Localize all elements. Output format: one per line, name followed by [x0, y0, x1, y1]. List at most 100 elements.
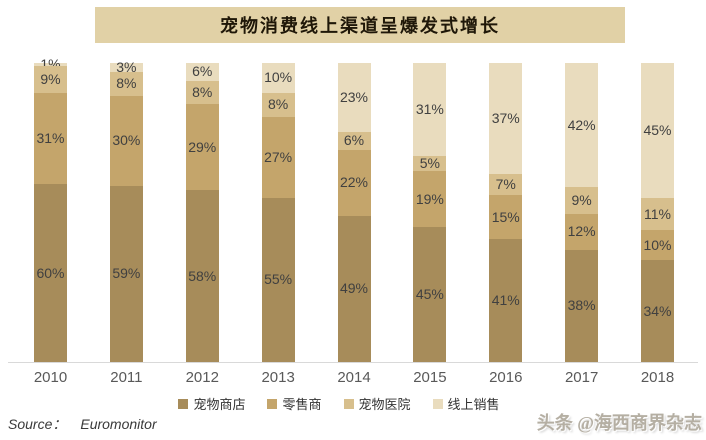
x-axis-label-2014: 2014 — [337, 369, 371, 386]
segment-宠物医院-2010: 9% — [34, 65, 67, 93]
x-axis-label-2013: 2013 — [261, 369, 295, 386]
segment-宠物商店-2018: 34% — [641, 260, 674, 362]
segment-value-label: 6% — [192, 63, 213, 80]
legend-item-宠物医院: 宠物医院 — [343, 394, 411, 413]
segment-宠物商店-2011: 59% — [109, 185, 143, 362]
legend-label: 线上销售 — [447, 397, 500, 412]
segment-线上销售-2014: 23% — [337, 63, 371, 132]
segment-零售商-2014: 22% — [337, 149, 371, 216]
segment-value-label: 42% — [567, 116, 596, 133]
x-axis-labels: 2010 2011 2012 2013 2014 2015 2016 2017 2018 — [34, 369, 674, 386]
legend-item-线上销售: 线上销售 — [432, 394, 500, 413]
chart-title-banner: 宠物消费线上渠道呈爆发式增长 — [95, 7, 625, 43]
segment-value-label: 19% — [415, 190, 444, 207]
segment-宠物医院-2016: 7% — [489, 173, 523, 195]
segment-value-label: 37% — [491, 109, 520, 126]
segment-value-label: 41% — [491, 292, 520, 309]
segment-value-label: 60% — [36, 264, 65, 281]
segment-value-label: 45% — [643, 121, 672, 138]
segment-宠物医院-2018: 11% — [641, 197, 674, 231]
segment-value-label: 9% — [571, 192, 592, 209]
segment-宠物医院-2015: 5% — [413, 154, 447, 171]
segment-线上销售-2011: 3% — [109, 59, 143, 76]
bar-2014: 49% 22% 6% 23% — [337, 63, 371, 362]
segment-value-label: 15% — [491, 208, 520, 225]
legend-swatch-icon — [178, 398, 189, 409]
legend-item-宠物商店: 宠物商店 — [178, 394, 245, 413]
segment-宠物商店-2016: 41% — [489, 239, 523, 362]
segment-零售商-2017: 12% — [565, 214, 599, 250]
bar-2018: 34% 10% 11% 45% — [641, 63, 674, 362]
x-axis-label-2010: 2010 — [33, 369, 68, 386]
segment-value-label: 7% — [495, 175, 516, 192]
segment-宠物商店-2017: 38% — [565, 249, 599, 362]
segment-宠物医院-2013: 8% — [261, 92, 295, 117]
legend-swatch-icon — [432, 398, 443, 409]
segment-线上销售-2016: 37% — [489, 63, 523, 174]
segment-宠物商店-2012: 58% — [185, 190, 219, 362]
segment-value-label: 6% — [343, 132, 365, 149]
legend-swatch-icon — [267, 398, 278, 409]
legend-swatch-icon — [343, 398, 354, 409]
chart-title: 宠物消费线上渠道呈爆发式增长 — [220, 16, 500, 36]
legend-item-零售商: 零售商 — [267, 394, 322, 413]
source-note: Source： Euromonitor — [8, 414, 157, 434]
legend-label: 宠物医院 — [358, 397, 411, 412]
segment-value-label: 9% — [40, 70, 61, 87]
segment-线上销售-2018: 45% — [641, 63, 674, 198]
x-axis-label-2015: 2015 — [413, 369, 447, 386]
bar-2013: 55% 27% 8% 10% — [261, 63, 295, 362]
segment-value-label: 49% — [339, 280, 369, 297]
segment-宠物医院-2014: 6% — [337, 131, 371, 150]
segment-value-label: 38% — [567, 297, 596, 314]
bar-2016: 41% 15% 7% 37% — [489, 63, 523, 362]
segment-value-label: 8% — [268, 96, 289, 113]
bar-2012: 58% 29% 8% 6% — [185, 63, 219, 362]
x-axis-label-2016: 2016 — [489, 369, 523, 386]
segment-value-label: 12% — [567, 223, 596, 240]
segment-宠物商店-2013: 55% — [261, 197, 295, 362]
segment-线上销售-2012: 6% — [185, 63, 219, 81]
x-axis-label-2018: 2018 — [640, 369, 675, 386]
segment-零售商-2011: 30% — [109, 95, 143, 186]
bar-2011: 59% 30% 8% 3% — [109, 59, 143, 362]
bar-2017: 38% 12% 9% 42% — [565, 63, 599, 362]
legend-label: 零售商 — [282, 397, 322, 412]
segment-零售商-2010: 31% — [34, 92, 67, 185]
segment-value-label: 3% — [116, 59, 137, 76]
segment-宠物商店-2014: 49% — [337, 215, 371, 362]
segment-宠物医院-2017: 9% — [565, 187, 599, 214]
source-name: Euromonitor — [80, 416, 157, 432]
segment-value-label: 30% — [112, 132, 141, 149]
segment-线上销售-2015: 31% — [413, 63, 447, 156]
segment-零售商-2013: 27% — [261, 116, 295, 198]
segment-宠物商店-2010: 60% — [34, 184, 67, 362]
segment-零售商-2016: 15% — [489, 194, 523, 240]
segment-value-label: 10% — [264, 69, 293, 86]
segment-线上销售-2017: 42% — [565, 63, 599, 188]
segment-value-label: 8% — [192, 84, 213, 101]
x-axis-label-2012: 2012 — [185, 369, 219, 386]
x-axis-label-2011: 2011 — [110, 369, 143, 386]
segment-value-label: 22% — [339, 174, 369, 191]
segment-宠物商店-2015: 45% — [413, 227, 447, 362]
x-axis-label-2017: 2017 — [564, 369, 599, 386]
plot-area: 60% 31% 9% 1% 59% 30% 8% 3% 58% 29% 8% 6% 55% 27% 8% 10… — [34, 57, 674, 362]
legend: 宠物商店 零售商 宠物医院 线上销售 — [0, 394, 678, 413]
segment-线上销售-2013: 10% — [261, 63, 295, 93]
segment-value-label: 8% — [116, 75, 137, 92]
segment-value-label: 27% — [264, 148, 293, 165]
segment-零售商-2015: 19% — [413, 170, 447, 228]
segment-value-label: 58% — [188, 267, 217, 284]
bar-2015: 45% 19% 5% 31% — [413, 63, 447, 362]
segment-value-label: 10% — [643, 236, 672, 253]
segment-value-label: 11% — [644, 205, 671, 222]
segment-宠物医院-2012: 8% — [185, 80, 219, 105]
watermark: 头条 @海西商界杂志 — [536, 413, 702, 433]
segment-value-label: 29% — [188, 138, 217, 155]
segment-value-label: 23% — [339, 88, 369, 105]
segment-value-label: 5% — [419, 154, 440, 171]
segment-宠物医院-2011: 8% — [109, 72, 143, 96]
segment-零售商-2018: 10% — [641, 230, 674, 261]
